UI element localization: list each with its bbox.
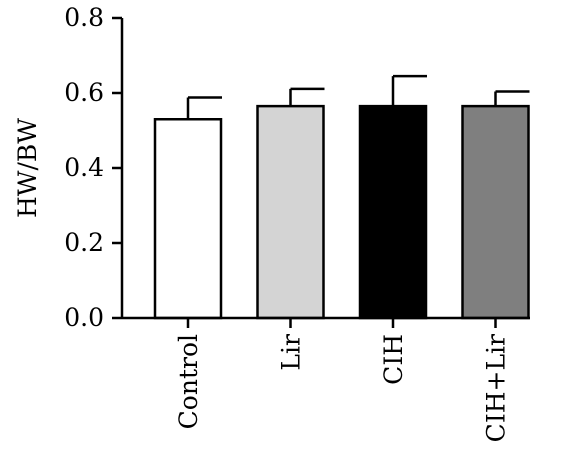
bars [153,104,530,320]
bar-cih-lir [461,104,530,320]
x-axis-ticks: Control Lir CIH CIH+Lir [174,318,511,442]
error-bar [391,74,427,107]
bar-cih [358,104,428,320]
bar-control [153,118,223,320]
y-tick-label: 0.2 [64,228,104,257]
y-tick-label: 0.8 [64,3,104,32]
x-tick-label: CIH [379,334,408,385]
error-bars [186,74,530,120]
x-tick-label: CIH+Lir [482,334,511,442]
y-tick-label: 0.4 [64,153,104,182]
x-tick-label: Lir [277,334,306,371]
error-bar [186,96,222,120]
y-axis-title: HW/BW [13,118,42,218]
y-axis-ticks: 0.0 0.2 0.4 0.6 0.8 [64,3,122,332]
error-bar [289,87,325,107]
x-tick-label: Control [174,334,203,429]
y-tick-label: 0.6 [64,78,104,107]
y-tick-label: 0.0 [64,303,104,332]
bar-lir [256,104,325,320]
error-bar [494,90,530,107]
